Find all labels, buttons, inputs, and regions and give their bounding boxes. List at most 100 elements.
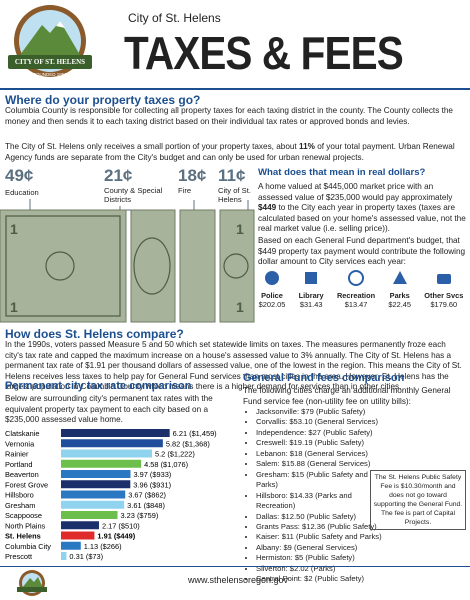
icon bbox=[436, 274, 451, 284]
bar-label: Clatskanie bbox=[5, 429, 40, 438]
share-label: County & Special Districts bbox=[104, 186, 163, 204]
fee-item: Hillsboro: $14.33 (Parks and Recreation) bbox=[256, 491, 386, 512]
bar-chart: Clatskanie 6.21 ($1,459) Vernonia 5.82 ($1,… bbox=[5, 429, 217, 561]
bar bbox=[61, 490, 126, 499]
value-label: 3.97 ($933) bbox=[133, 470, 171, 479]
value-label: 1.91 ($449) bbox=[97, 532, 135, 541]
services: Police $202.05 Library $31.43 Recreation $1… bbox=[252, 270, 470, 310]
service-name: Recreation bbox=[336, 291, 376, 300]
value-label: 6.21 ($1,459) bbox=[173, 429, 217, 438]
value-label: 3.23 ($759) bbox=[121, 511, 159, 520]
svg-text:1: 1 bbox=[236, 221, 244, 237]
value-label: 3.96 ($931) bbox=[133, 480, 171, 489]
icon bbox=[348, 270, 365, 286]
dollar-bill: 1 1 1 1 bbox=[0, 199, 255, 323]
fee-item: Silverton: $2.02 (Parks) bbox=[256, 564, 386, 574]
bar-label: Hillsboro bbox=[5, 491, 34, 500]
value-label: 3.67 ($862) bbox=[128, 491, 166, 500]
svg-text:1: 1 bbox=[236, 299, 244, 315]
logo-founded: FOUNDED 1850 bbox=[33, 72, 67, 77]
service: Other Svcs $179.60 bbox=[424, 270, 463, 310]
icon bbox=[392, 271, 407, 284]
fee-item: Gresham: $15 (Public Safety and Parks) bbox=[256, 470, 386, 491]
chart-description: Below are surrounding city's permanent t… bbox=[5, 394, 213, 425]
value-label: 5.82 ($1,368) bbox=[166, 439, 210, 448]
share-amount: 11¢ bbox=[218, 166, 246, 185]
service-name: Parks bbox=[389, 291, 410, 300]
bar bbox=[61, 429, 170, 437]
bar bbox=[61, 511, 118, 519]
paragraph: A home valued at $445,000 market price w… bbox=[258, 182, 466, 235]
divider bbox=[0, 88, 470, 90]
fee-item: Dallas: $12.50 (Public Safety) bbox=[256, 512, 386, 522]
bar bbox=[61, 459, 142, 468]
fee-item: Hermiston: $5 (Public Safety) bbox=[256, 553, 386, 563]
bar-label: Portland bbox=[5, 460, 33, 469]
bar bbox=[61, 480, 131, 489]
text: The City of St. Helens only receives a s… bbox=[5, 142, 299, 151]
fee-item: Albany: $9 (General Services) bbox=[256, 543, 386, 553]
section-title: General Fund fees comparison bbox=[243, 372, 405, 384]
svg-text:1: 1 bbox=[10, 299, 18, 315]
bar-label: Vernonia bbox=[5, 439, 35, 448]
service: Parks $22.45 bbox=[388, 270, 411, 310]
share-amount: 49¢ bbox=[5, 166, 34, 185]
bar-label: Scappoose bbox=[5, 511, 42, 520]
bar bbox=[61, 439, 163, 448]
bar bbox=[61, 470, 131, 478]
city-name: City of St. Helens bbox=[128, 11, 221, 25]
bar-label: Columbia City bbox=[5, 542, 51, 551]
service-amount: $202.05 bbox=[258, 300, 286, 309]
value-label: 0.31 ($73) bbox=[69, 552, 103, 561]
text: to the City each year in property taxes … bbox=[258, 203, 466, 234]
share-amount: 18¢ bbox=[178, 166, 207, 185]
service-name: Other Svcs bbox=[424, 291, 464, 300]
value-label: 2.17 ($510) bbox=[102, 521, 140, 530]
paragraph: In the 1990s, voters passed Measure 5 an… bbox=[5, 340, 462, 392]
share-label: Fire bbox=[178, 186, 192, 195]
bar-label: Rainier bbox=[5, 450, 29, 459]
bar-label: St. Helens bbox=[5, 532, 41, 541]
text: of your total payment. Urban Renewal Age… bbox=[5, 142, 455, 162]
bar bbox=[61, 541, 81, 550]
paragraph: Based on each General Fund department's … bbox=[258, 236, 466, 267]
fee-item: Creswell: $19.19 (Public Safety) bbox=[256, 438, 386, 448]
paragraph: The following cities charge an additiona… bbox=[243, 386, 451, 406]
icon bbox=[264, 271, 279, 285]
service: Police $202.05 bbox=[258, 270, 286, 310]
page-title: TAXES & FEES bbox=[124, 27, 404, 79]
fee-list: Jacksonville: $79 (Public Safety)Corvall… bbox=[246, 407, 386, 585]
value-label: 1.13 ($266) bbox=[84, 542, 122, 551]
bar-label: Beaverton bbox=[5, 470, 39, 479]
service-amount: $13.47 bbox=[344, 300, 368, 309]
section-title: Where do your property taxes go? bbox=[5, 93, 201, 107]
service-amount: $179.60 bbox=[430, 300, 458, 309]
logo-text: CITY OF ST. HELENS bbox=[15, 58, 85, 66]
fee-item: Salem: $15.88 (General Services) bbox=[256, 459, 386, 469]
service: Recreation $13.47 bbox=[337, 270, 375, 310]
paragraph: The City of St. Helens only receives a s… bbox=[5, 142, 465, 163]
fee-item: Grants Pass: $12.36 (Public Safety) bbox=[256, 522, 386, 532]
service-amount: $31.43 bbox=[299, 300, 323, 309]
bar bbox=[61, 531, 95, 540]
share-amount: 21¢ bbox=[104, 166, 133, 185]
chart-title: Permanent city tax rate comparison bbox=[5, 380, 192, 392]
bar-label: Forest Grove bbox=[5, 480, 48, 489]
fee-item: Jacksonville: $79 (Public Safety) bbox=[256, 407, 386, 417]
footer-logo bbox=[17, 570, 47, 596]
footer-url: www.sthelensoregon.gov bbox=[188, 575, 289, 585]
fee-item: Independence: $27 (Public Safety) bbox=[256, 428, 386, 438]
bar bbox=[61, 449, 152, 458]
divider bbox=[0, 566, 470, 567]
fee-item: Kaiser: $11 (Public Safety and Parks) bbox=[256, 532, 386, 542]
fee-item: Central Point: $2 (Public Safety) bbox=[256, 574, 386, 584]
bar-label: North Plains bbox=[5, 521, 46, 530]
icon bbox=[305, 272, 318, 284]
bar bbox=[61, 500, 125, 509]
bar-label: Gresham bbox=[5, 501, 35, 510]
service-name: Library bbox=[298, 291, 324, 300]
note-box: The St. Helens Public Safety Fee is $10.… bbox=[370, 470, 466, 530]
text: 11% bbox=[298, 142, 315, 151]
share-label: Education bbox=[5, 188, 39, 197]
